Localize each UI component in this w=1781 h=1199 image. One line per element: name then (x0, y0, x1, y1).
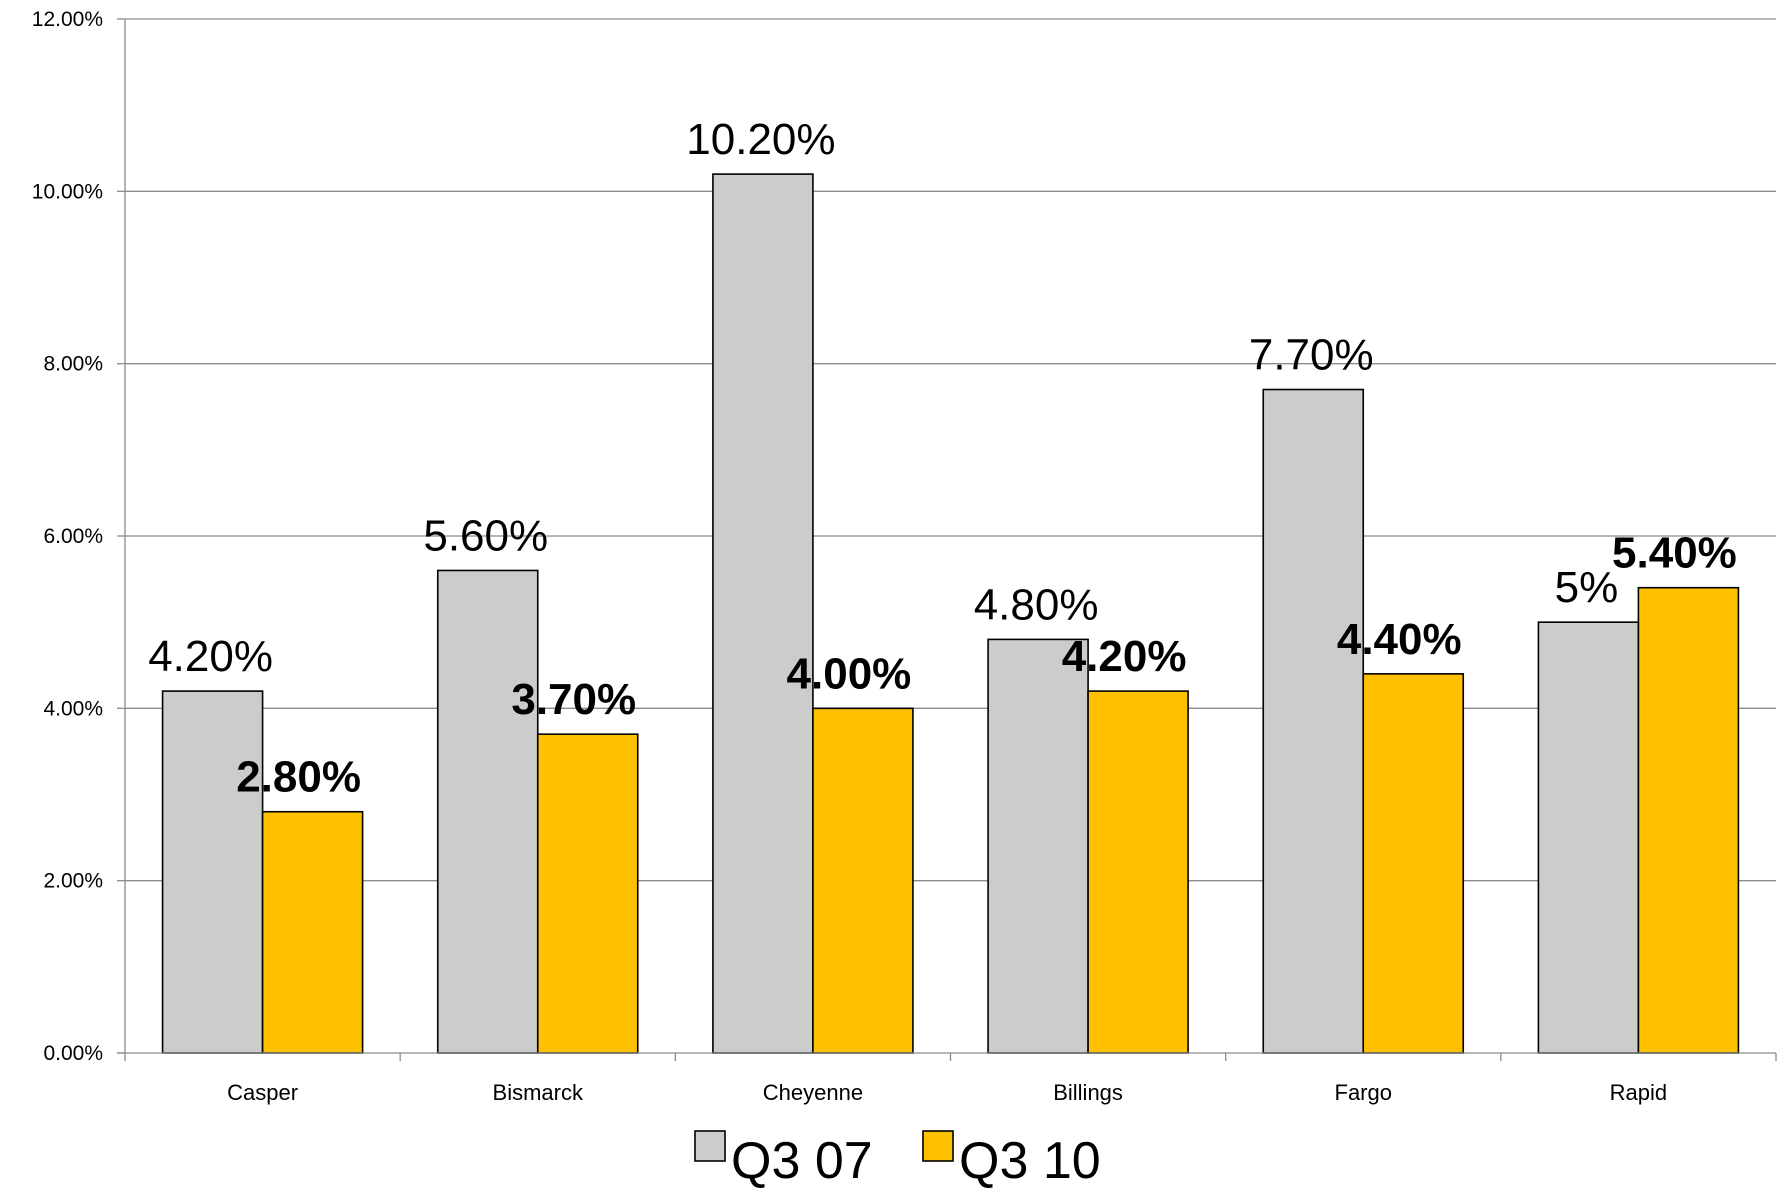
y-tick-label: 8.00% (43, 353, 103, 376)
bar-q3-07-bismarck (436, 569, 539, 1054)
data-label-q3-07: 7.70% (1249, 331, 1374, 380)
data-label-q3-10: 4.00% (787, 649, 912, 698)
y-tick-label: 6.00% (43, 525, 103, 548)
bar-q3-07-billings (987, 638, 1089, 1054)
data-label-q3-07: 5.60% (423, 511, 548, 560)
bar-q3-07-cheyenne (712, 173, 814, 1054)
bar-q3-10-fargo (1362, 673, 1465, 1054)
bar-q3-10-rapid (1637, 586, 1740, 1054)
legend-label: Q3 10 (959, 1132, 1101, 1190)
legend-item[interactable]: Q3 10 (922, 1130, 1101, 1190)
y-tick-label: 0.00% (43, 1042, 103, 1065)
x-tick-label: Rapid (1610, 1080, 1667, 1105)
x-tick-label: Bismarck (493, 1080, 584, 1105)
y-tick-label: 2.00% (43, 870, 103, 893)
y-axis-tick-labels: 0.00% 2.00% 4.00% 6.00% 8.00% 10.00% 12.00% (32, 8, 103, 1065)
bar-q3-10-billings (1087, 690, 1189, 1054)
bars (161, 173, 1740, 1054)
legend-swatch (694, 1130, 726, 1162)
data-label-q3-10: 3.70% (511, 675, 636, 724)
data-label-q3-10: 4.40% (1337, 615, 1462, 664)
legend[interactable]: Q3 07 Q3 10 (694, 1130, 1101, 1190)
bar-q3-07-casper (161, 690, 264, 1054)
data-label-q3-07: 4.80% (974, 580, 1099, 629)
x-tick-label: Billings (1053, 1080, 1123, 1105)
x-tick-label: Casper (227, 1080, 298, 1105)
data-label-q3-10: 2.80% (236, 753, 361, 802)
legend-item[interactable]: Q3 07 (694, 1130, 873, 1190)
bar-q3-10-bismarck (536, 733, 639, 1054)
bar-q3-07-fargo (1262, 388, 1365, 1054)
x-axis-category-labels: Casper Bismarck Cheyenne Billings Fargo Rapid (227, 1080, 1667, 1105)
bar-q3-10-cheyenne (812, 707, 914, 1054)
x-tick-label: Cheyenne (763, 1080, 863, 1105)
bar-q3-10-casper (261, 810, 364, 1054)
data-label-q3-10: 4.20% (1062, 632, 1187, 681)
gridlines (125, 18, 1776, 882)
y-tick-label: 4.00% (43, 697, 103, 720)
data-label-q3-07: 5% (1555, 563, 1619, 612)
data-label-q3-07: 10.20% (686, 115, 835, 164)
y-tick-label: 10.00% (32, 180, 103, 203)
y-tick-label: 12.00% (32, 8, 103, 31)
axes (117, 18, 1777, 1061)
bar-q3-07-rapid (1537, 621, 1640, 1054)
data-label-q3-10: 5.40% (1612, 529, 1737, 578)
legend-swatch (922, 1130, 954, 1162)
legend-label: Q3 07 (731, 1132, 873, 1190)
data-labels: 4.20%2.80%5.60%3.70%10.20%4.00%4.80%4.20… (148, 115, 1737, 802)
data-label-q3-07: 4.20% (148, 632, 273, 681)
x-tick-label: Fargo (1335, 1080, 1392, 1105)
